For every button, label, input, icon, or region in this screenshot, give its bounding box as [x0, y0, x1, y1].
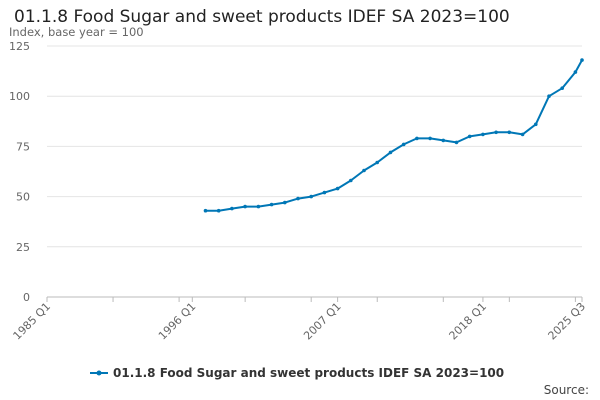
data-point [494, 130, 498, 135]
x-tick-label: 1996 Q1 [156, 300, 199, 343]
data-point [375, 160, 380, 165]
grid-lines [47, 45, 582, 248]
data-point [428, 136, 432, 141]
data-point [283, 200, 287, 205]
data-point [349, 178, 353, 183]
x-tick-label: 1985 Q1 [11, 300, 54, 343]
legend-swatch-marker [96, 370, 102, 376]
data-point [401, 142, 406, 147]
x-tick-label: 2018 Q1 [447, 300, 490, 343]
y-tick-label: 75 [16, 140, 30, 153]
data-point [507, 130, 512, 135]
data-point [362, 168, 366, 173]
x-tick-label: 2025 Q3 [546, 300, 589, 343]
data-point [573, 70, 578, 74]
y-axis-ticks: 0 25 50 75 100 125 [9, 40, 30, 304]
chart-title: 01.1.8 Food Sugar and sweet products IDE… [14, 7, 510, 27]
data-point [547, 94, 551, 98]
data-point [269, 202, 274, 207]
data-point [243, 204, 247, 209]
y-tick-label: 25 [16, 241, 30, 254]
x-axis-ticks: 1985 Q1 1996 Q1 2007 Q1 2018 Q1 2025 Q3 [11, 297, 589, 343]
data-point [520, 132, 525, 137]
series-line [205, 59, 583, 212]
y-tick-label: 0 [23, 291, 30, 304]
data-point [203, 208, 208, 213]
y-tick-label: 125 [9, 40, 30, 53]
data-point [454, 140, 459, 145]
data-point [256, 204, 261, 209]
data-point [296, 196, 300, 201]
data-point [415, 136, 419, 141]
data-point [481, 132, 485, 137]
data-point [335, 186, 340, 191]
data-point [309, 194, 314, 199]
data-point [580, 58, 584, 62]
legend[interactable]: 01.1.8 Food Sugar and sweet products IDE… [90, 366, 504, 380]
data-point [322, 190, 327, 195]
series-layer [203, 58, 584, 213]
x-tick-label: 2007 Q1 [301, 300, 344, 343]
y-tick-label: 50 [16, 191, 30, 204]
chart-subtitle: Index, base year = 100 [9, 25, 144, 39]
data-point [441, 138, 446, 143]
data-point [560, 86, 564, 90]
y-tick-label: 100 [9, 90, 30, 103]
data-point [467, 134, 472, 139]
data-point [534, 122, 538, 127]
legend-label: 01.1.8 Food Sugar and sweet products IDE… [113, 366, 504, 380]
data-point [388, 150, 393, 155]
source-label: Source: [544, 383, 589, 397]
data-point [216, 208, 221, 213]
data-point [230, 206, 234, 211]
